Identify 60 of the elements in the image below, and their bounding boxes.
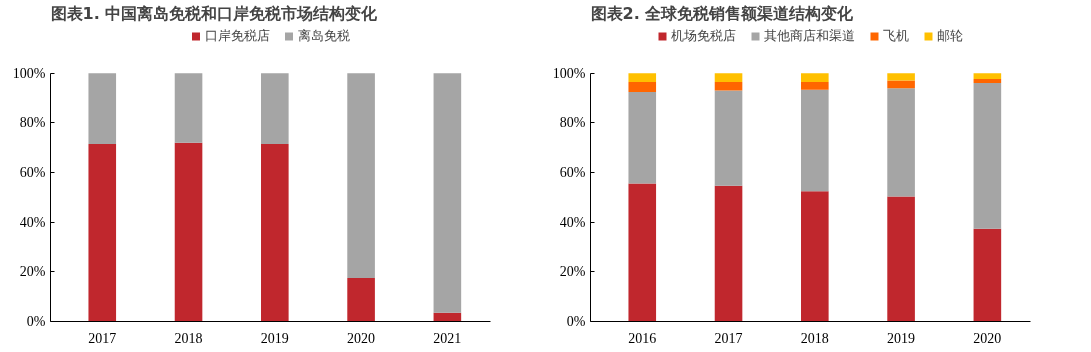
bar [628,92,657,184]
x-tick-label: 2020 [973,330,1002,346]
bar [801,191,829,322]
chart-title: 图表2. 全球免税销售额渠道结构变化 [590,3,855,23]
bar [433,73,462,313]
bar [261,73,289,144]
bar [801,73,829,83]
bar [88,143,117,322]
x-tick-label: 2017 [714,330,743,346]
legend-label: 飞机 [883,27,909,45]
bar [801,82,829,90]
x-tick-label: 2017 [88,330,117,346]
legend-label: 其他商店和渠道 [764,27,855,45]
y-tick-label: 40% [559,214,586,230]
x-tick-label: 2019 [260,330,289,346]
x-tick-label: 2021 [433,330,462,346]
bar [628,73,657,83]
y-tick-label: 60% [19,165,46,180]
legend-label: 机场免税店 [671,27,736,45]
bar [347,278,375,322]
legend-label: 邮轮 [937,27,963,45]
y-tick-label: 100% [552,65,586,81]
bar [347,73,375,279]
x-tick-label: 2018 [174,330,203,346]
y-tick-label: 0% [26,314,46,329]
bar [174,142,203,322]
y-tick-label: 80% [559,115,586,131]
y-tick-label: 60% [559,165,586,180]
x-tick-label: 2018 [800,330,829,346]
bar [714,82,743,91]
bar [628,183,657,322]
bar [887,88,915,197]
bar [887,196,915,322]
bar [261,143,289,322]
bar [174,73,203,143]
bar [714,73,743,83]
x-tick-label: 2016 [628,330,657,346]
x-tick-label: 2019 [887,330,916,346]
bar [973,78,1002,84]
bar [887,73,915,81]
y-tick-label: 0% [566,314,586,329]
bar [973,83,1002,229]
x-tick-label: 2020 [347,330,376,346]
chart-title: 图表1. 中国离岛免税和口岸免税市场结构变化 [50,3,379,23]
legend-label: 离岛免税 [297,27,350,45]
bar [88,73,117,144]
bar [973,228,1002,322]
bar [714,90,743,186]
y-tick-label: 40% [19,214,46,230]
y-tick-label: 100% [12,65,46,81]
bar [433,312,462,322]
bar [887,80,915,89]
y-tick-label: 20% [19,264,46,280]
bar [801,89,829,192]
bar [973,73,1002,79]
bar [714,185,743,322]
legend-label: 口岸免税店 [204,27,270,45]
y-tick-label: 20% [559,264,586,280]
bar [628,82,657,93]
y-tick-label: 80% [19,115,46,131]
